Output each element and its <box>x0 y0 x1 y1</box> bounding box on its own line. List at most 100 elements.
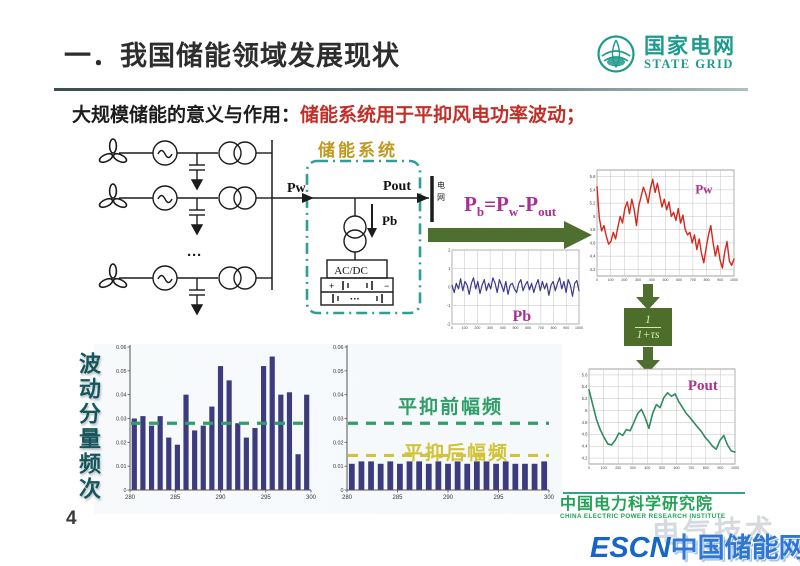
series-line <box>596 178 735 269</box>
generator-rows <box>98 138 272 316</box>
y-tick-label: 4.4 <box>590 254 596 259</box>
bar <box>243 437 249 490</box>
fluctuation-after-bar-chart: 0 0.01 0.02 0.03 0.04 0.05 0.06 280 285 290 295 300 <box>333 345 555 501</box>
x-tick-label: 300 <box>630 466 636 470</box>
rows-ellipsis: ··· <box>187 247 202 264</box>
bar <box>166 437 172 490</box>
institute-block: 中国电力科学研究院 CHINA ELECTRIC POWER RESEARCH … <box>560 496 725 521</box>
bar <box>425 463 432 490</box>
x-tick-label: 700 <box>538 326 544 330</box>
y-tick-label: 5.4 <box>590 187 596 192</box>
header-divider <box>54 88 748 91</box>
escn-watermark: ESCN 中国储能网 <box>590 526 800 565</box>
x-tick-label: 300 <box>306 495 317 501</box>
pout-line-chart: 4.2 4.4 4.6 4.8 5 5.2 5.4 5.6 0 100 200 300 400 500 60… <box>582 368 739 470</box>
bar <box>358 461 365 490</box>
grid-label-char2: 网 <box>437 193 445 202</box>
grid-label-char1: 电 <box>437 180 445 190</box>
formula-s3: out <box>538 204 557 220</box>
y-tick-label: 1 <box>448 266 451 271</box>
bar <box>348 463 355 490</box>
formula-minus: - <box>518 192 526 216</box>
bar <box>148 425 155 490</box>
formula-p1: P <box>464 192 477 216</box>
y-tick-label: 0 <box>124 488 127 494</box>
bar <box>397 463 403 490</box>
x-tick-label: 400 <box>644 466 650 470</box>
y-tick-label: 5.4 <box>582 384 588 389</box>
x-tick-label: 400 <box>649 278 655 282</box>
x-tick-label: 1000 <box>575 326 583 330</box>
bar <box>261 366 267 490</box>
after-smoothing-label: 平抑后幅频 <box>404 443 510 464</box>
bar <box>406 461 413 490</box>
bar <box>235 423 241 490</box>
footer-divider <box>563 492 745 494</box>
formula-s2: w <box>508 204 519 220</box>
y-tick-label: 4.8 <box>590 227 596 232</box>
wind-turbine-icon <box>98 183 128 209</box>
x-tick-label: 300 <box>487 326 493 330</box>
x-tick-label: 290 <box>215 495 226 501</box>
subtitle-red: 储能系统用于平抑风电功率波动； <box>300 105 586 126</box>
bar <box>295 454 301 490</box>
x-tick-label: 285 <box>170 495 181 501</box>
escn-watermark-en: ESCN <box>590 532 671 564</box>
x-tick-label: 0 <box>596 278 598 282</box>
fluctuation-axis-label: 波动分量频次 <box>76 352 101 502</box>
x-tick-label: 100 <box>462 326 468 330</box>
x-tick-label: 800 <box>703 466 709 470</box>
y-tick-label: 5.6 <box>590 174 596 179</box>
bar <box>192 430 198 490</box>
bar <box>445 463 451 490</box>
y-tick-label: 5 <box>593 214 596 219</box>
x-tick-label: 600 <box>676 278 682 282</box>
x-tick-label: 600 <box>525 326 531 330</box>
y-tick-label: 2 <box>448 247 451 252</box>
y-tick-label: 0.02 <box>333 440 344 446</box>
bar <box>269 356 275 490</box>
y-tick-label: 0.04 <box>116 393 127 399</box>
bar <box>131 418 137 490</box>
bar <box>464 463 471 490</box>
x-tick-label: 295 <box>261 495 272 501</box>
chart-title: Pout <box>688 378 718 394</box>
x-tick-label: 900 <box>563 326 569 330</box>
y-tick-label: 4.6 <box>590 240 596 245</box>
formula-eq: = <box>484 192 497 216</box>
chart-title: Pw <box>695 181 713 196</box>
state-grid-logo: 国家电网 STATE GRID <box>596 34 736 74</box>
flow-down-arrow-icon <box>636 284 660 310</box>
x-tick-label: 700 <box>688 466 694 470</box>
page-title: 一．我国储能领域发展现状 <box>64 41 400 71</box>
bar <box>377 463 384 490</box>
x-tick-label: 200 <box>615 466 621 470</box>
bar <box>174 444 180 490</box>
x-tick-label: 900 <box>717 466 723 470</box>
bar <box>512 463 519 490</box>
subtitle: 大规模储能的意义与作用：储能系统用于平抑风电功率波动； <box>72 100 585 127</box>
x-tick-label: 285 <box>392 495 403 501</box>
bar <box>217 366 224 490</box>
y-tick-label: 4.2 <box>590 267 596 272</box>
y-tick-label: 4.6 <box>582 432 588 437</box>
bar <box>435 461 442 490</box>
x-tick-label: 1000 <box>731 466 739 470</box>
x-tick-label: 500 <box>513 326 519 330</box>
pb-arrowhead-icon <box>367 228 377 238</box>
battery-plus: + <box>329 281 334 291</box>
pw-line-chart: 4.2 4.4 4.6 4.8 5 5.2 5.4 5.6 0 100 200 300 400 500 60… <box>590 169 738 282</box>
y-tick-label: 0.03 <box>116 417 127 423</box>
pb-flow-label: Pb <box>382 213 397 228</box>
series-line <box>588 388 736 453</box>
y-tick-label: 4.8 <box>582 420 588 425</box>
y-tick-label: 0.06 <box>333 345 344 351</box>
bar <box>252 428 258 490</box>
bar <box>531 463 538 490</box>
y-tick-label: 5.2 <box>590 201 596 206</box>
y-tick-label: -2 <box>447 321 451 326</box>
y-tick-label: 0.01 <box>116 464 127 470</box>
y-tick-label: 0.04 <box>333 393 344 399</box>
bar <box>183 394 189 490</box>
